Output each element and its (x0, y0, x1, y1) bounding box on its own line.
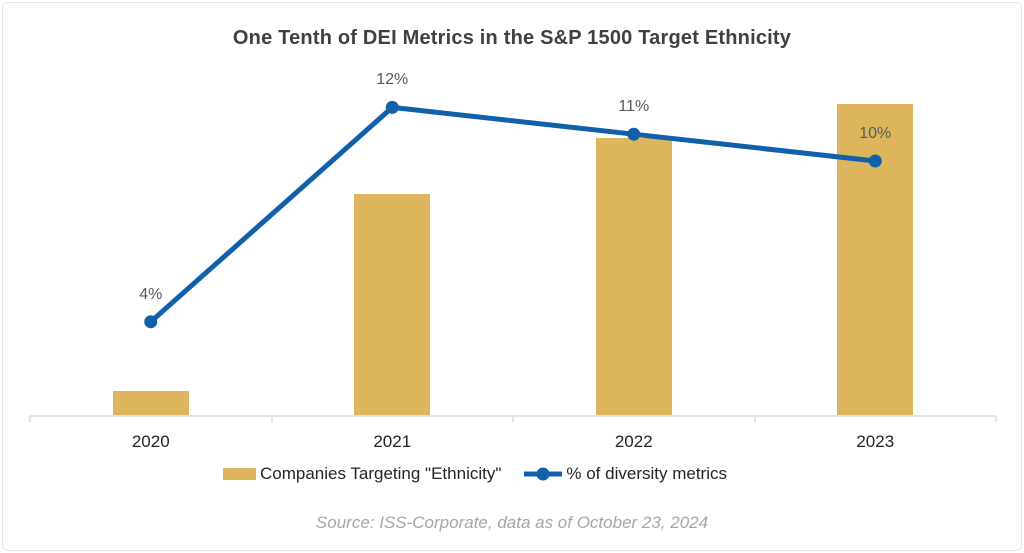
x-axis-tick (29, 416, 31, 422)
chart-title: One Tenth of DEI Metrics in the S&P 1500… (232, 27, 792, 49)
bar-2021 (354, 194, 431, 416)
bar-swatch-icon (223, 468, 256, 480)
x-axis-tick (753, 416, 756, 422)
bar-2023 (837, 104, 914, 416)
source-note: Source: ISS-Corporate, data as of Octobe… (315, 513, 709, 532)
x-axis-label-2022: 2022 (614, 432, 653, 451)
data-label-2023: 10% (859, 125, 892, 142)
legend-item-line-series: % of diversity metrics (524, 464, 727, 484)
bar-2020 (112, 391, 189, 416)
legend-bar-label: Companies Targeting "Ethnicity" (260, 464, 502, 483)
line-point-2021 (385, 100, 399, 114)
legend-line-label: % of diversity metrics (566, 464, 727, 483)
x-axis-label-2021: 2021 (373, 432, 412, 451)
data-label-2021: 12% (376, 71, 409, 89)
bar-2022 (595, 138, 672, 416)
x-axis-label-2020: 2020 (131, 432, 170, 451)
x-axis-label-2023: 2023 (856, 432, 895, 451)
x-axis-tick (270, 416, 273, 422)
chart-legend: Companies Targeting "Ethnicity" % of div… (223, 464, 727, 484)
line-swatch-icon (524, 467, 563, 481)
data-label-2022: 11% (618, 98, 650, 116)
data-label-2020: 4% (139, 285, 163, 303)
x-axis-tick (995, 416, 997, 422)
line-series (149, 104, 876, 324)
x-axis-tick (512, 416, 514, 422)
line-point-2020 (144, 315, 158, 329)
legend-item-bar-series: Companies Targeting "Ethnicity" (223, 464, 501, 484)
